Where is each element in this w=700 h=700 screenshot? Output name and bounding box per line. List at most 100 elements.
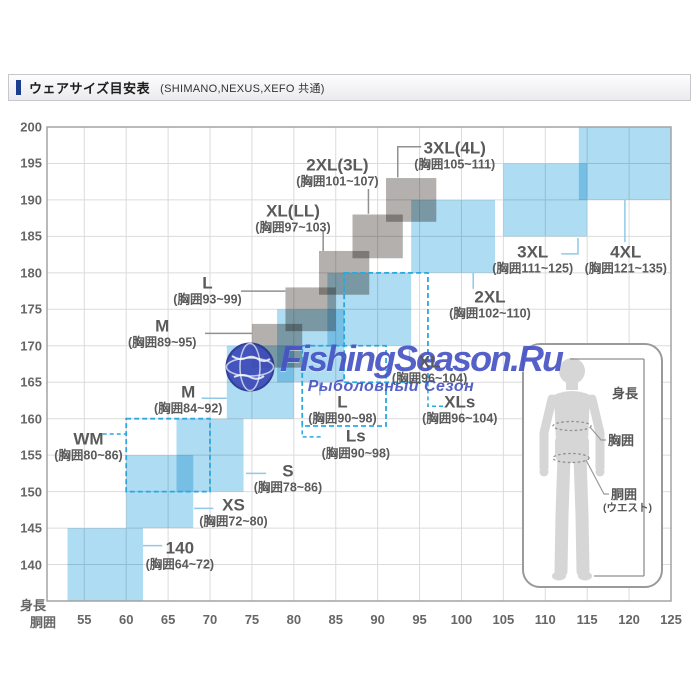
chest-range: (胸囲80~86) — [54, 448, 123, 463]
x-tick-label: 115 — [576, 612, 598, 627]
header-bar: ウェアサイズ目安表 (SHIMANO,NEXUS,XEFO 共通) — [8, 74, 691, 101]
y-tick-label: 180 — [20, 265, 42, 281]
chest-range: (胸囲64~72) — [145, 557, 215, 572]
chest-range: (胸囲89~95) — [128, 335, 197, 350]
size-name: M — [155, 316, 170, 336]
x-tick-label: 85 — [328, 612, 343, 627]
x-tick-label: 95 — [412, 612, 427, 627]
size-box-140 — [67, 528, 143, 601]
y-tick-label: 155 — [20, 447, 42, 463]
leader-line-3XL(4L) — [397, 145, 422, 178]
leader-line-Ls — [301, 425, 321, 438]
leader-line-XLs — [427, 382, 444, 408]
y-tick-label: 160 — [20, 411, 42, 427]
chest-range: (胸囲96~104) — [422, 411, 498, 426]
x-tick-label: 60 — [118, 612, 134, 627]
size-label-M: M (胸囲84~92) — [154, 382, 222, 415]
page-subtitle: (SHIMANO,NEXUS,XEFO 共通) — [160, 82, 325, 95]
chest-range: (胸囲90~98) — [321, 446, 391, 460]
size-name: 3XL(4L) — [423, 138, 486, 158]
size-name: L — [202, 273, 213, 293]
chest-range: (胸囲101~107) — [296, 174, 379, 189]
size-name: M — [181, 382, 196, 402]
x-tick-label: 90 — [370, 612, 385, 627]
y-tick-label: 185 — [20, 228, 42, 244]
size-label-XLs: XLs (胸囲96~104) — [422, 393, 497, 426]
size-label-M: M (胸囲89~95) — [128, 317, 196, 350]
watermark-tagline: Рыболовный Сезон — [307, 378, 475, 395]
size-name: S — [282, 461, 294, 481]
size-label-WM: WM (胸囲80~86) — [54, 429, 122, 462]
size-name: XL — [418, 352, 441, 372]
y-tick-label: 145 — [20, 520, 42, 536]
size-label-L: L (胸囲93~99) — [173, 274, 241, 307]
watermark: FishingSeason.Ru Рыболовный Сезон — [224, 338, 564, 395]
chest-range: (胸囲102~110) — [449, 306, 531, 321]
chest-range: (胸囲96~104) — [391, 371, 468, 386]
size-box-3XL(4L) — [386, 178, 437, 222]
size-label-2XL(3L): 2XL(3L) (胸囲101~107) — [296, 156, 378, 189]
y-tick-label: 140 — [20, 557, 42, 573]
globe-icon — [225, 342, 275, 392]
size-label-3XL(4L): 3XL(4L) (胸囲105~111) — [414, 138, 495, 171]
y-tick-label: 150 — [20, 484, 42, 500]
size-label-Ls: Ls (胸囲90~98) — [322, 427, 390, 460]
chest-range: (胸囲90~98) — [308, 411, 377, 426]
size-label-XL(LL): XL(LL) (胸囲97~103) — [255, 202, 330, 235]
page-title: ウェアサイズ目安表 — [29, 81, 151, 96]
size-name: 2XL — [474, 287, 506, 307]
x-tick-label: 120 — [618, 612, 640, 627]
chest-range: (胸囲72~80) — [199, 514, 268, 529]
size-label-140: 140 (胸囲64~72) — [146, 539, 214, 572]
y-tick-label: 165 — [20, 374, 42, 390]
x-tick-label: 105 — [492, 612, 515, 627]
size-name: 140 — [165, 538, 195, 558]
chart-border — [46, 126, 672, 602]
header-accent-bar — [16, 80, 21, 95]
x-tick-label: 55 — [77, 612, 92, 627]
x-tick-label: 75 — [244, 612, 260, 627]
size-label-S: S (胸囲78~86) — [254, 461, 322, 494]
x-tick-label: 110 — [534, 612, 556, 627]
size-name: 4XL — [610, 242, 642, 262]
watermark-site-name: FishingSeason.Ru — [280, 338, 564, 379]
chest-range: (胸囲111~125) — [492, 261, 574, 276]
x-axis-title: 胴囲 — [30, 615, 57, 630]
panel-chest-label: 胸囲 — [608, 433, 635, 448]
chest-range: (胸囲97~103) — [255, 220, 331, 235]
chest-range: (胸囲93~99) — [173, 292, 242, 307]
panel-height-label: 身長 — [612, 386, 639, 401]
size-name: 3XL — [517, 242, 549, 262]
size-name: WM — [73, 429, 104, 449]
size-box-XLs — [343, 271, 429, 384]
size-label-XS: XS (胸囲72~80) — [199, 496, 267, 529]
y-tick-label: 175 — [20, 301, 42, 317]
size-name: XS — [222, 495, 245, 515]
x-tick-label: 65 — [160, 612, 176, 627]
x-tick-label: 70 — [202, 612, 218, 627]
chest-range: (胸囲121~135) — [584, 261, 667, 276]
y-tick-label: 200 — [20, 119, 42, 135]
size-label-L: L (胸囲90~98) — [308, 393, 376, 426]
x-tick-label: 100 — [450, 612, 473, 627]
measurement-guide-panel: 身長 胸囲 胴囲 (ウエスト) — [522, 343, 663, 588]
y-tick-label: 195 — [20, 155, 42, 171]
size-name: Ls — [345, 426, 366, 446]
body-silhouette — [539, 358, 645, 581]
x-tick-label: 80 — [286, 612, 302, 627]
chest-range: (胸囲84~92) — [154, 401, 223, 416]
x-tick-label: 125 — [660, 612, 682, 627]
panel-waist-sublabel: (ウエスト) — [603, 502, 652, 514]
y-axis-title: 身長 — [20, 598, 47, 613]
size-name: L — [337, 392, 348, 412]
size-box-4XL — [578, 127, 671, 200]
size-name: XL(LL) — [266, 201, 320, 221]
size-label-2XL: 2XL (胸囲102~110) — [449, 288, 531, 321]
y-tick-label: 190 — [20, 192, 42, 208]
size-name: 2XL(3L) — [306, 155, 369, 175]
y-tick-label: 170 — [20, 338, 42, 354]
panel-waist-label: 胴囲 — [611, 487, 638, 502]
size-box-WM — [125, 417, 211, 493]
size-label-XL: XL (胸囲96~104) — [392, 353, 467, 386]
